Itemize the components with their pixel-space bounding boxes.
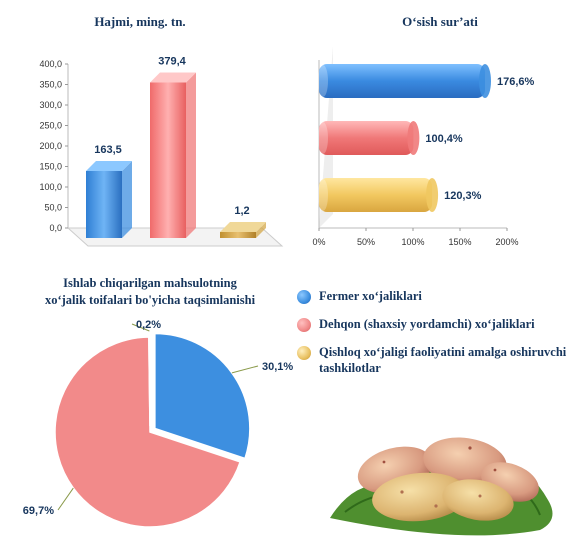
growth-x-tick-label: 0% <box>312 237 325 247</box>
growth-value-label: 176,6% <box>497 76 535 88</box>
legend-label: Qishloq xo‘jaligi faoliyatini amalga osh… <box>319 345 567 375</box>
growth-x-tick-label: 100% <box>401 237 424 247</box>
growth-bar-cap <box>426 178 439 212</box>
growth-bar-start <box>318 122 328 154</box>
legend-dot-gold <box>297 346 311 360</box>
bar-y-tick-label: 250,0 <box>39 121 62 131</box>
pie-value-label: 0,2% <box>136 319 161 331</box>
pie-chart-title: Ishlab chiqarilgan mahsulotning xo‘jalik… <box>0 275 300 309</box>
bar-side <box>186 72 196 238</box>
growth-bar-cap <box>407 121 420 155</box>
pie-chart-title-line1: Ishlab chiqarilgan mahsulotning <box>63 276 237 290</box>
bar-chart: 0,0 50,0 100,0 150,0 200,0 250,0 300,0 350,0 400… <box>39 55 284 247</box>
growth-chart: 0% 50% 100% 150% 200% 176,6% 100,4% 120,3% <box>312 46 535 247</box>
bar-top <box>150 72 196 83</box>
legend-label: Fermer xo‘jaliklari <box>319 289 422 303</box>
bar-y-tick-label: 100,0 <box>39 182 62 192</box>
bar-top <box>86 160 132 171</box>
growth-bar <box>319 178 433 212</box>
growth-value-label: 120,3% <box>444 190 482 202</box>
legend-label: Dehqon (shaxsiy yordamchi) xo‘jaliklari <box>319 317 535 331</box>
legend-item-fermer: Fermer xo‘jaliklari <box>297 288 571 304</box>
bar-y-tick-label: 50,0 <box>44 203 62 213</box>
bar <box>86 170 122 238</box>
growth-x-tick-label: 150% <box>448 237 471 247</box>
legend-dot-blue <box>297 290 311 304</box>
bar-value-label: 163,5 <box>94 144 122 156</box>
pie-value-label: 69,7% <box>23 505 54 517</box>
bar-y-tick-label: 150,0 <box>39 162 62 172</box>
bar-y-tick-label: 200,0 <box>39 141 62 151</box>
growth-bar-start <box>318 179 328 211</box>
pie-slice <box>154 332 251 460</box>
growth-bar-cap <box>479 64 492 98</box>
pie-chart: 30,1% 69,7% 0,2% <box>23 319 293 528</box>
growth-bar <box>319 121 414 155</box>
bar-top <box>220 222 266 232</box>
bar <box>220 232 256 238</box>
bar-y-tick-label: 0,0 <box>49 223 62 233</box>
bar-side <box>122 160 132 238</box>
growth-x-tick-label: 200% <box>495 237 518 247</box>
bar-side <box>256 222 266 238</box>
bar-y-tick-label: 300,0 <box>39 100 62 110</box>
pie-chart-title-line2: xo‘jalik toifalari bo'yicha taqsimlanish… <box>44 293 256 307</box>
pie-leader-line <box>57 487 74 511</box>
legend-item-tashkilotlar: Qishloq xo‘jaligi faoliyatini amalga osh… <box>297 344 571 376</box>
bar <box>150 82 186 238</box>
growth-bar-start <box>318 65 328 97</box>
growth-chart-title: O‘sish sur’ati <box>402 14 478 29</box>
pie-leader-line <box>131 323 150 332</box>
growth-x-tick-label: 50% <box>357 237 375 247</box>
potato-illustration <box>330 437 553 536</box>
bar-y-tick-label: 400,0 <box>39 59 62 69</box>
growth-bar <box>319 64 486 98</box>
pie-value-label: 30,1% <box>262 361 293 373</box>
bar-value-label: 379,4 <box>158 55 186 67</box>
bar-y-tick-label: 350,0 <box>39 80 62 90</box>
growth-value-label: 100,4% <box>425 133 463 145</box>
legend: Fermer xo‘jaliklari Dehqon (shaxsiy yord… <box>297 288 571 388</box>
bar-chart-title: Hajmi, ming. tn. <box>94 14 186 29</box>
legend-item-dehqon: Dehqon (shaxsiy yordamchi) xo‘jaliklari <box>297 316 571 332</box>
bar-value-label: 1,2 <box>234 205 249 217</box>
pie-leader-line <box>231 365 259 374</box>
legend-dot-red <box>297 318 311 332</box>
